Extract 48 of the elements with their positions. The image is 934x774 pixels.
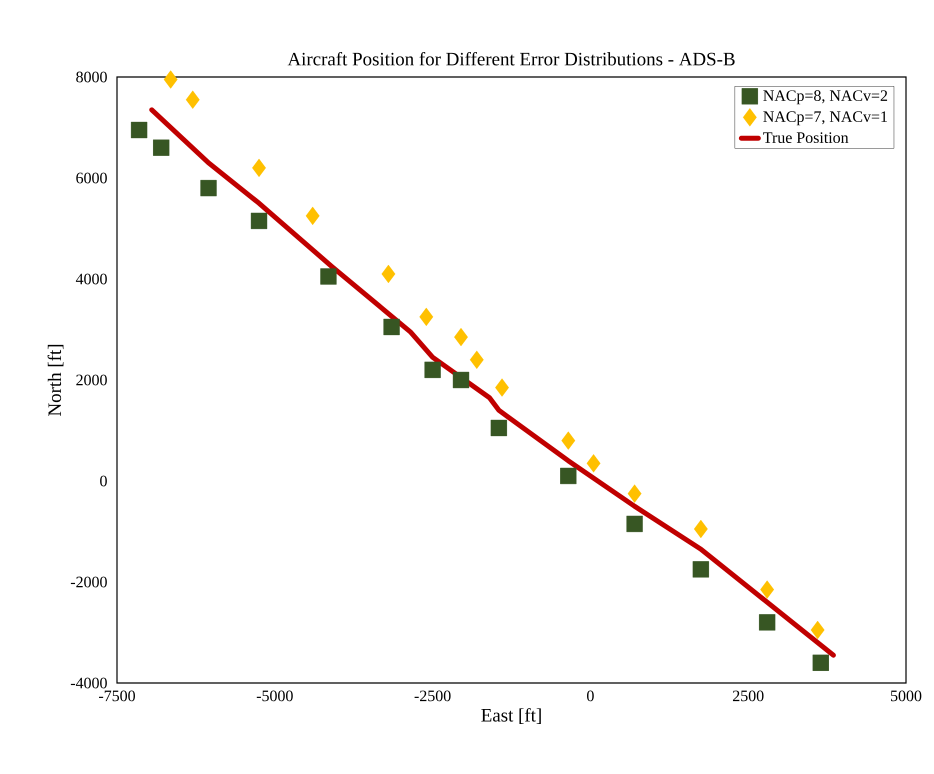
y-tick-label: -2000 bbox=[70, 576, 107, 588]
point bbox=[586, 454, 600, 472]
point bbox=[810, 620, 825, 640]
legend-label: True Position bbox=[763, 132, 848, 143]
point bbox=[186, 90, 200, 109]
point bbox=[452, 372, 470, 388]
x-tick-label: 0 bbox=[587, 690, 594, 702]
point bbox=[760, 580, 774, 599]
y-tick-label: 0 bbox=[100, 476, 107, 486]
point bbox=[470, 350, 484, 369]
point bbox=[419, 308, 434, 326]
legend-label: NACp=7, NACv=1 bbox=[763, 111, 887, 126]
point bbox=[694, 520, 708, 538]
point bbox=[626, 516, 643, 532]
point bbox=[164, 70, 178, 89]
point bbox=[560, 468, 576, 484]
x-tick-label: 2500 bbox=[732, 690, 764, 702]
point bbox=[153, 140, 170, 156]
point bbox=[306, 206, 320, 226]
point bbox=[383, 318, 400, 336]
x-tick-label: 5000 bbox=[890, 690, 922, 702]
legend-label: NACp=8, NACv=2 bbox=[763, 90, 888, 104]
point bbox=[381, 264, 396, 284]
y-tick-label: 8000 bbox=[76, 72, 107, 82]
point bbox=[495, 378, 509, 397]
point bbox=[692, 561, 710, 578]
point bbox=[130, 122, 148, 138]
y-tick-label: -4000 bbox=[70, 678, 107, 688]
point bbox=[628, 484, 642, 503]
x-tick-label: -5000 bbox=[256, 690, 293, 702]
x-axis-title: East [ft] bbox=[481, 708, 541, 724]
point bbox=[561, 431, 576, 450]
point bbox=[424, 362, 441, 378]
y-tick-label: 2000 bbox=[76, 374, 107, 386]
point bbox=[320, 268, 337, 285]
point bbox=[200, 180, 217, 196]
point bbox=[250, 212, 268, 230]
y-tick-label: 4000 bbox=[76, 274, 107, 284]
x-tick-label: -2500 bbox=[414, 690, 451, 702]
point bbox=[758, 614, 776, 631]
x-tick-label: -7500 bbox=[99, 690, 135, 702]
point bbox=[454, 328, 468, 346]
y-tick-label: 6000 bbox=[76, 172, 107, 184]
point bbox=[252, 158, 266, 178]
point bbox=[812, 654, 829, 671]
chart-title: Aircraft Position for Different Error Distributions - ADS-B bbox=[288, 52, 735, 66]
y-axis-title: North [ft] bbox=[48, 344, 64, 416]
point bbox=[490, 420, 508, 436]
